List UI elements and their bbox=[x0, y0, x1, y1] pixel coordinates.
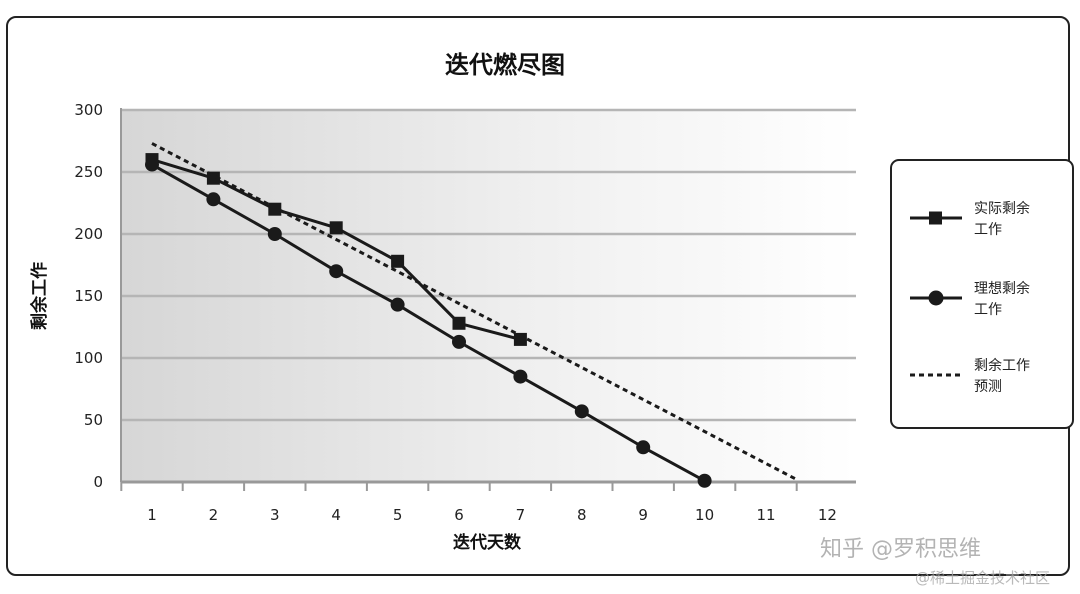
series-line-2 bbox=[151, 163, 706, 483]
y-tick-label: 50 bbox=[84, 411, 103, 429]
legend-label-line: 工作 bbox=[974, 302, 1002, 318]
x-tick-label: 8 bbox=[577, 506, 587, 524]
x-tick-label: 4 bbox=[331, 506, 341, 524]
y-tick-label: 300 bbox=[74, 101, 103, 119]
data-point-circle bbox=[206, 192, 221, 207]
series-group bbox=[145, 142, 798, 488]
legend-label-line: 实际剩余 bbox=[974, 200, 1030, 217]
y-axis-label: 剩余工作 bbox=[29, 262, 50, 330]
legend-label-line: 预测 bbox=[974, 379, 1002, 395]
legend-label: 实际剩余工作 bbox=[974, 200, 1030, 238]
data-point-circle bbox=[329, 264, 344, 279]
data-point-circle bbox=[513, 369, 528, 384]
data-point-circle bbox=[390, 297, 405, 312]
x-axis-label: 迭代天数 bbox=[453, 532, 522, 553]
data-point-circle bbox=[452, 334, 466, 349]
legend-label-line: 工作 bbox=[974, 222, 1002, 238]
legend-marker-circle bbox=[928, 290, 944, 306]
y-tick-label: 200 bbox=[74, 225, 103, 243]
x-tick-label: 10 bbox=[695, 506, 714, 524]
data-point-square bbox=[329, 221, 343, 235]
x-tick-label: 2 bbox=[209, 506, 219, 524]
x-tick-label: 12 bbox=[818, 506, 837, 524]
x-tick-label: 6 bbox=[454, 506, 464, 524]
watermark-text: 知乎 @罗积思维 bbox=[820, 537, 981, 562]
legend-label: 理想剩余工作 bbox=[974, 280, 1030, 318]
data-point-square bbox=[452, 316, 466, 330]
x-tick-label: 9 bbox=[638, 506, 648, 524]
x-tick-label: 11 bbox=[756, 506, 775, 524]
data-point-circle bbox=[574, 404, 589, 419]
y-tick-label: 0 bbox=[93, 473, 103, 491]
legend-label: 剩余工作预测 bbox=[974, 357, 1030, 395]
legend-label-line: 剩余工作 bbox=[974, 357, 1030, 374]
legend-marker-square bbox=[929, 211, 942, 225]
data-point-circle bbox=[267, 227, 282, 241]
legend-label-line: 理想剩余 bbox=[974, 280, 1030, 297]
x-tick-label: 3 bbox=[270, 506, 280, 524]
data-point-circle bbox=[697, 473, 712, 488]
data-point-circle bbox=[145, 157, 159, 172]
y-tick-label: 150 bbox=[74, 287, 103, 305]
grid-lines bbox=[120, 108, 856, 491]
chart-title: 迭代燃尽图 bbox=[445, 51, 565, 79]
series-line-3 bbox=[151, 142, 798, 481]
x-tick-label: 1 bbox=[147, 506, 157, 524]
data-point-square bbox=[268, 202, 282, 216]
data-point-square bbox=[391, 254, 405, 268]
data-point-circle bbox=[636, 440, 651, 455]
x-tick-label: 5 bbox=[393, 506, 403, 524]
y-tick-label: 250 bbox=[74, 163, 103, 181]
legend-box bbox=[890, 159, 1074, 429]
y-tick-label: 100 bbox=[74, 349, 103, 367]
watermark-subtext: @稀土掘金技术社区 bbox=[915, 569, 1050, 587]
x-tick-label: 7 bbox=[516, 506, 526, 524]
